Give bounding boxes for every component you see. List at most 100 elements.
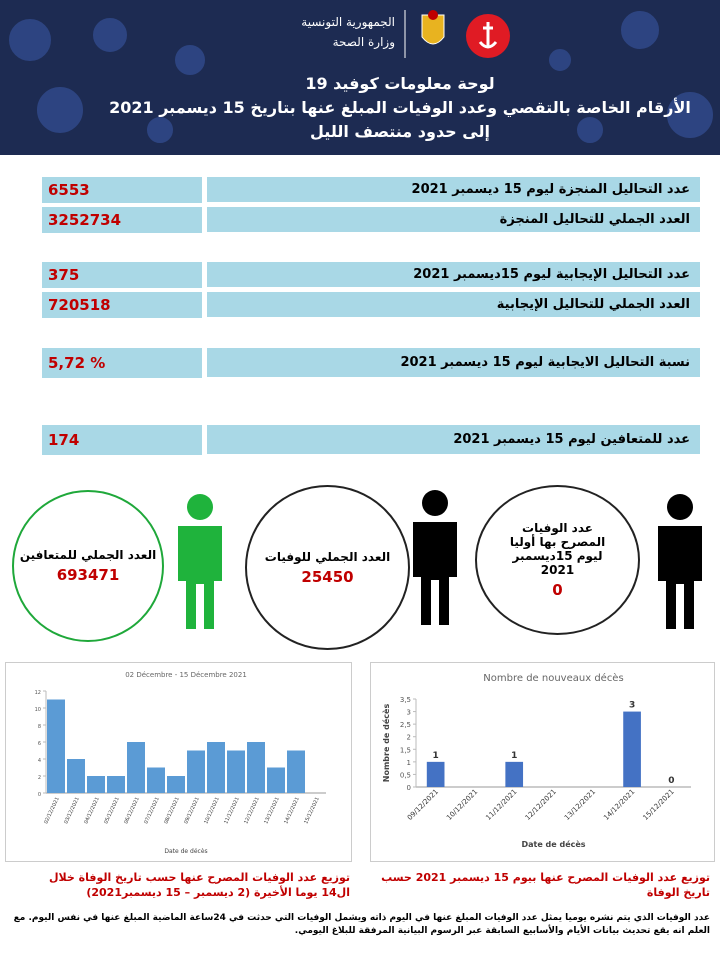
y-tick-label: 1,5 xyxy=(400,746,411,754)
bar xyxy=(127,742,145,793)
subtitle: الأرقام الخاصة بالتقصي وعدد الوفيات المب… xyxy=(109,98,691,117)
x-tick-label: 12/12/2021 xyxy=(243,796,261,825)
title: لوحة معلومات كوفيد 19 xyxy=(305,74,495,93)
x-tick-label: 04/12/2021 xyxy=(83,796,101,825)
circle-label: العدد الجملي للمتعافين xyxy=(19,548,157,562)
chart: Nombre de nouveaux décès 0 0,5 1 1,5 2 2,5 3 3,5… xyxy=(381,672,691,849)
person-icon xyxy=(178,494,222,629)
stat-value: 720518 xyxy=(42,292,202,318)
chart: 02 Décembre - 15 Décembre 2021 0 2 4 6 8 10 12 0… xyxy=(35,671,326,855)
bar xyxy=(426,761,445,787)
stat-value: 174 xyxy=(42,425,202,455)
header-decoration xyxy=(9,10,713,143)
stat-label: عدد للمتعافين ليوم 15 ديسمبر 2021 xyxy=(207,425,700,455)
y-tick-label: 3 xyxy=(407,709,411,717)
x-tick-label: 15/12/2021 xyxy=(303,796,321,825)
caption: توزيع عدد الوفيات المصرح عنها بيوم 15 دي… xyxy=(381,871,710,899)
bar xyxy=(247,742,265,793)
footnote: عدد الوفيات الذي يتم نشره يوميا يمثل عدد… xyxy=(13,913,710,936)
x-tick-label: 03/12/2021 xyxy=(63,796,81,825)
y-tick-label: 1 xyxy=(407,759,411,767)
x-tick-label: 11/12/2021 xyxy=(484,788,518,822)
circle-value: 693471 xyxy=(56,566,120,584)
person-icon xyxy=(658,494,702,629)
y-tick-label: 0 xyxy=(407,784,411,792)
y-tick-label: 2 xyxy=(38,775,41,781)
y-tick-label: 0 xyxy=(38,792,41,798)
stat-value: 6553 xyxy=(42,177,202,203)
circle-value: 0 xyxy=(552,581,563,599)
x-tick-label: 12/12/2021 xyxy=(524,788,558,822)
ministry: وزارة الصحة xyxy=(332,35,395,49)
deaths-circle: العدد الجملي للوفيات 25450 xyxy=(245,485,410,650)
x-axis-title: Date de décès xyxy=(521,839,585,849)
stat-label: العدد الجملي للتحاليل المنجزة xyxy=(207,207,700,233)
stat-row: عدد التحاليل الإيجابية ليوم 15ديسمبر 202… xyxy=(42,262,700,288)
stat-label: عدد التحاليل المنجزة ليوم 15 ديسمبر 2021 xyxy=(207,177,700,203)
data-label: 1 xyxy=(433,751,439,761)
stat-row: عدد للمتعافين ليوم 15 ديسمبر 2021 174 xyxy=(42,425,700,455)
stat-row: العدد الجملي للتحاليل الإيجابية 720518 xyxy=(42,292,700,318)
data-label: 0 xyxy=(668,776,674,786)
x-tick-label: 02/12/2021 xyxy=(43,796,61,825)
chart-title: 02 Décembre - 15 Décembre 2021 xyxy=(125,671,247,679)
x-tick-label: 07/12/2021 xyxy=(143,796,161,825)
x-tick-label: 11/12/2021 xyxy=(223,796,241,825)
x-tick-label: 14/12/2021 xyxy=(283,796,301,825)
y-tick-label: 4 xyxy=(38,758,41,764)
x-tick-label: 13/12/2021 xyxy=(563,788,597,822)
bar xyxy=(505,761,524,787)
x-axis-title: Date de décès xyxy=(164,848,207,855)
caption: توزيع عدد الوفيات المصرح عنها حسب تاريخ … xyxy=(49,871,350,899)
y-tick-label: 3,5 xyxy=(400,696,411,704)
bar xyxy=(267,767,285,793)
bar xyxy=(287,750,305,793)
recovered-circle: العدد الجملي للمتعافين 693471 xyxy=(12,490,164,642)
bar xyxy=(623,711,641,787)
data-label: 1 xyxy=(511,751,517,761)
y-axis-title: Nombre de décès xyxy=(381,704,391,783)
bar xyxy=(87,776,105,793)
stat-label: نسبة التحاليل الايجابية ليوم 15 ديسمبر 2… xyxy=(207,348,700,378)
bar xyxy=(227,750,245,793)
y-tick-label: 12 xyxy=(35,690,41,696)
chart-panel: Nombre de nouveaux décès 0 0,5 1 1,5 2 2,5 3 3,5… xyxy=(370,662,715,862)
stat-value: 375 xyxy=(42,262,202,288)
y-tick-label: 8 xyxy=(38,724,41,730)
stat-label: عدد التحاليل الإيجابية ليوم 15ديسمبر 202… xyxy=(207,262,700,288)
bar xyxy=(187,750,205,793)
circle-label: العدد الجملي للوفيات xyxy=(264,549,391,564)
x-tick-label: 10/12/2021 xyxy=(445,788,479,822)
stat-row: نسبة التحاليل الايجابية ليوم 15 ديسمبر 2… xyxy=(42,348,700,378)
daily-deaths-circle: عدد الوفيات المصرح بها أوليا ليوم 15ديسم… xyxy=(475,485,640,635)
y-tick-label: 2,5 xyxy=(400,721,411,729)
chart-title: Nombre de nouveaux décès xyxy=(483,672,623,684)
bar xyxy=(107,776,125,793)
x-tick-label: 09/12/2021 xyxy=(406,788,440,822)
y-tick-label: 0,5 xyxy=(400,771,411,779)
bar xyxy=(47,699,65,793)
bar xyxy=(67,759,85,793)
circle-value: 25450 xyxy=(301,567,354,586)
x-tick-label: 15/12/2021 xyxy=(642,788,676,822)
y-tick-label: 2 xyxy=(407,734,411,742)
republic: الجمهورية التونسية xyxy=(301,15,395,29)
stat-value: 3252734 xyxy=(42,207,202,233)
chart-panel: 02 Décembre - 15 Décembre 2021 0 2 4 6 8 10 12 0… xyxy=(5,662,352,862)
y-tick-label: 6 xyxy=(38,741,41,747)
y-tick-label: 10 xyxy=(35,707,41,713)
stat-row: عدد التحاليل المنجزة ليوم 15 ديسمبر 2021… xyxy=(42,177,700,203)
x-tick-label: 13/12/2021 xyxy=(263,796,281,825)
bar xyxy=(147,767,165,793)
data-label: 3 xyxy=(629,701,635,711)
x-tick-label: 05/12/2021 xyxy=(103,796,121,825)
x-tick-label: 09/12/2021 xyxy=(183,796,201,825)
stat-label: العدد الجملي للتحاليل الإيجابية xyxy=(207,292,700,318)
x-tick-label: 10/12/2021 xyxy=(203,796,221,825)
x-tick-label: 14/12/2021 xyxy=(602,788,636,822)
x-tick-label: 06/12/2021 xyxy=(123,796,141,825)
note: إلى حدود منتصف الليل xyxy=(310,122,490,141)
person-icon xyxy=(413,490,457,625)
stat-value: 5,72 % xyxy=(42,348,202,378)
